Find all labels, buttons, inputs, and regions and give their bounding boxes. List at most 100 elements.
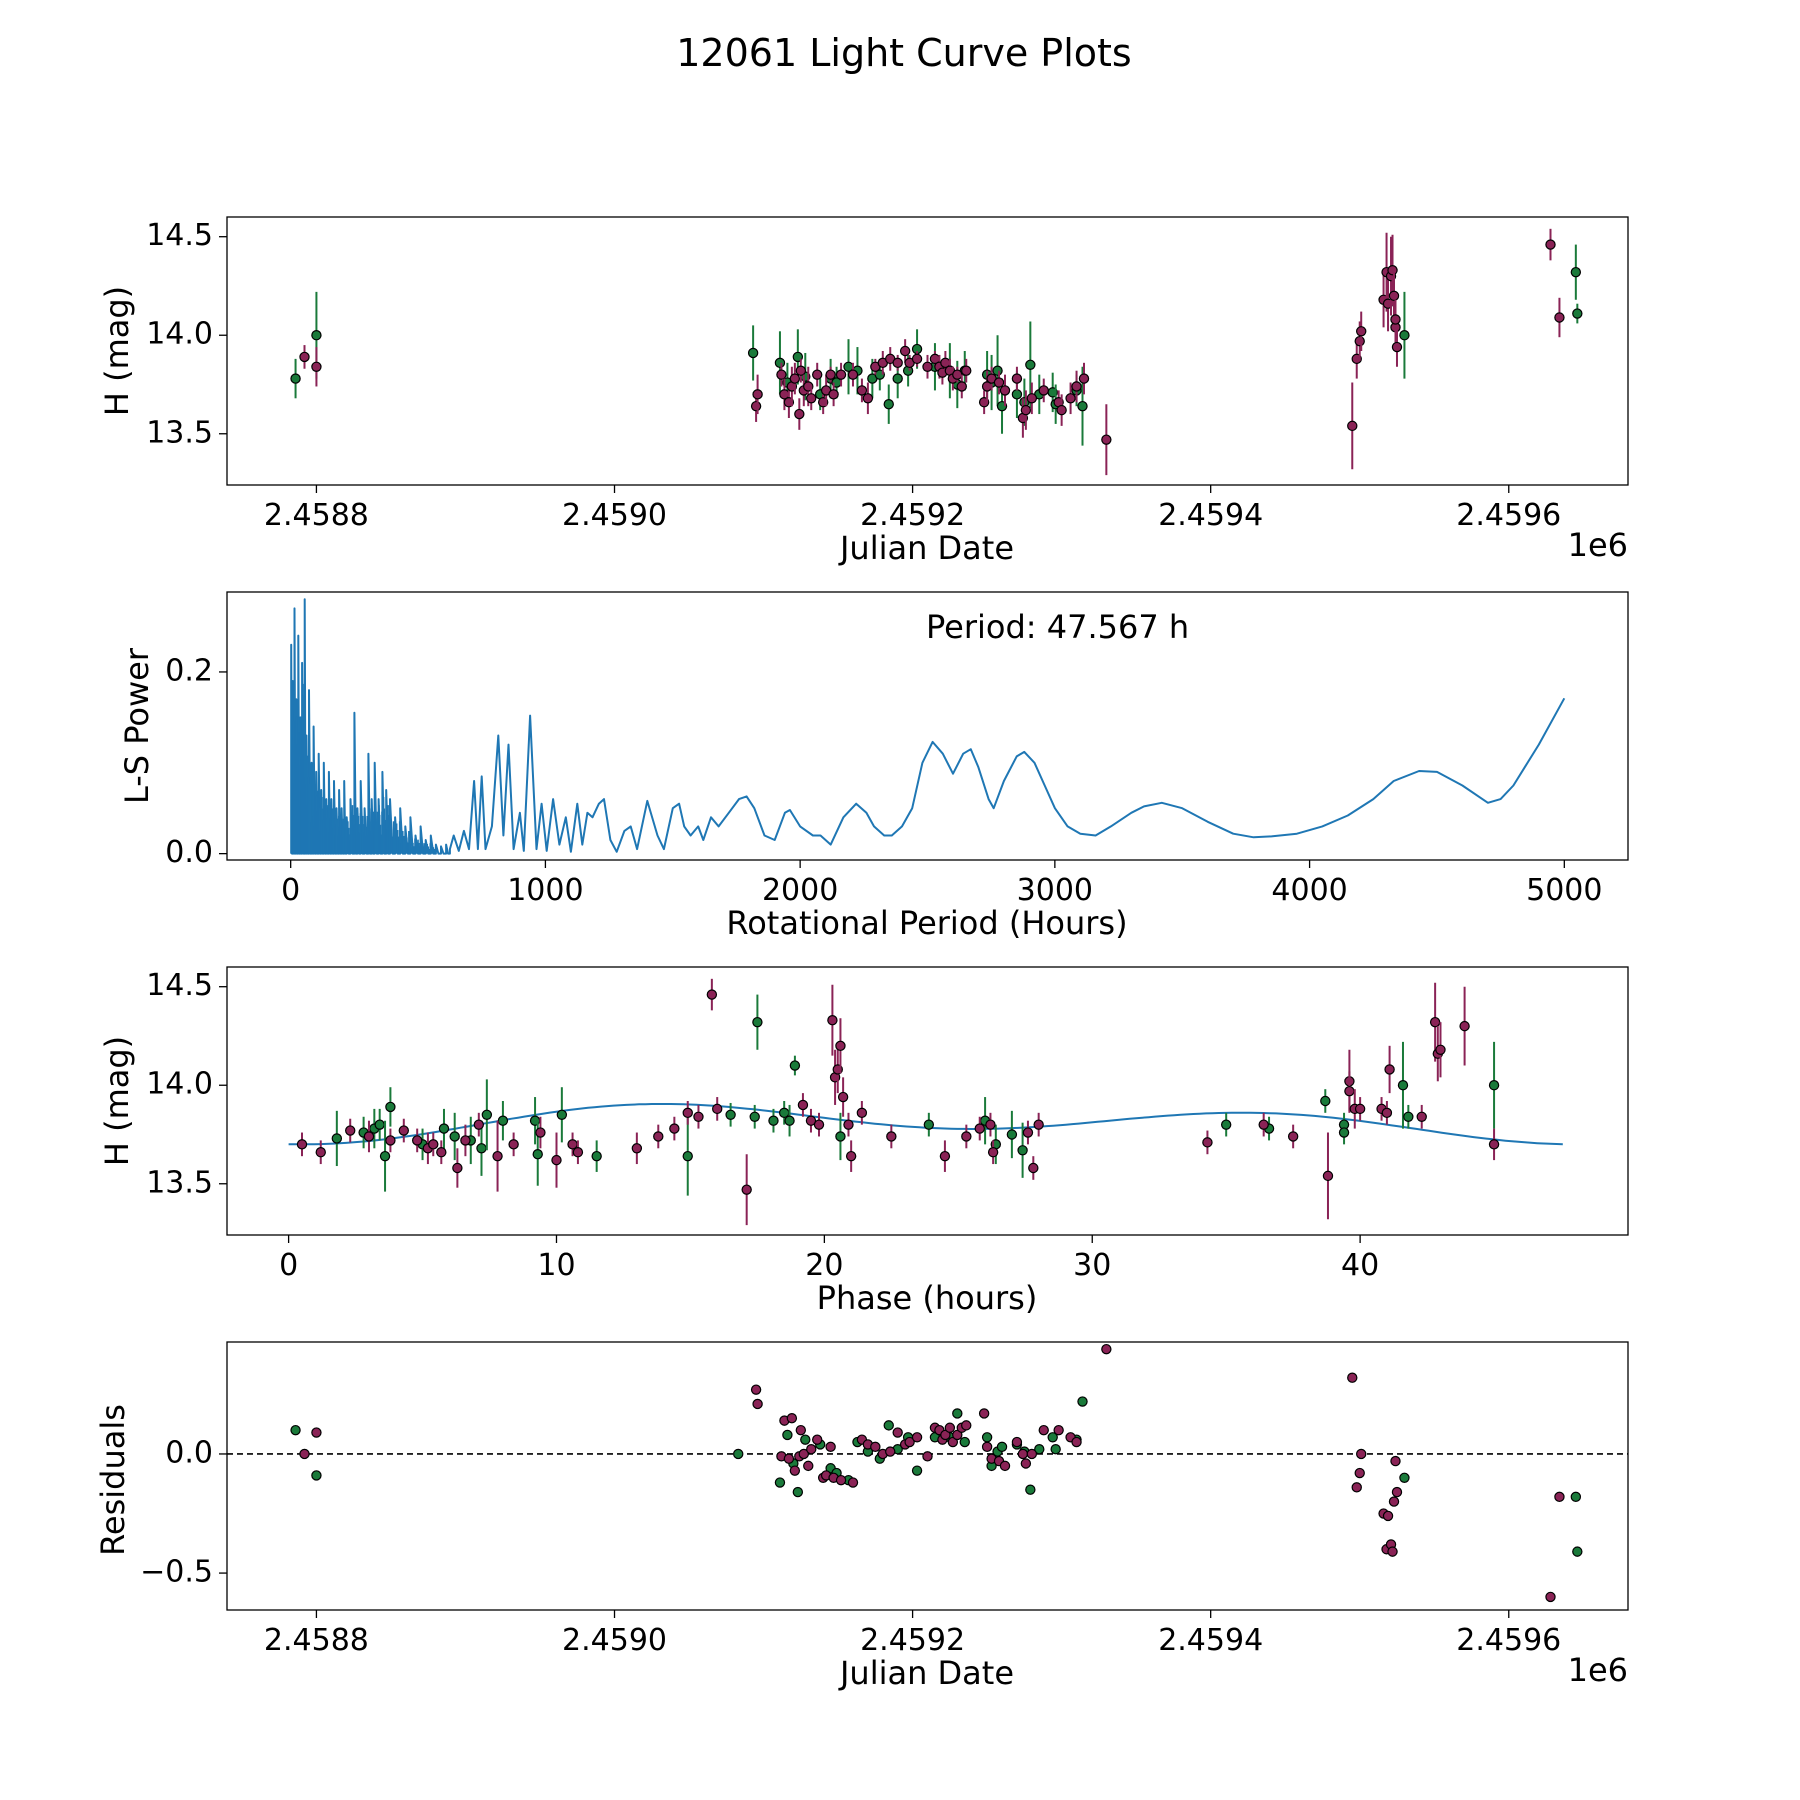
data-point xyxy=(438,1123,450,1134)
data-point xyxy=(1391,341,1403,353)
data-point xyxy=(1390,314,1401,325)
data-point xyxy=(974,1123,985,1134)
data-point xyxy=(1011,1436,1023,1448)
data-point xyxy=(1101,434,1112,445)
data-point xyxy=(856,1107,868,1119)
data-point xyxy=(385,1101,396,1113)
data-point xyxy=(952,369,963,380)
data-point xyxy=(1554,312,1565,323)
data-point xyxy=(1338,1127,1350,1138)
data-point xyxy=(1202,1137,1213,1148)
data-point xyxy=(1050,1443,1061,1455)
data-point xyxy=(1025,359,1036,370)
x-tick-label: 2.4596 xyxy=(1456,1623,1561,1658)
data-point xyxy=(1390,1455,1401,1467)
light-curve-frame xyxy=(226,216,1629,486)
data-point xyxy=(812,1434,823,1445)
y-tick-label: 13.5 xyxy=(146,1165,213,1200)
data-point xyxy=(812,369,823,380)
data-point xyxy=(752,1398,763,1410)
data-point xyxy=(911,353,923,365)
x-tick-label: 5000 xyxy=(1526,873,1602,908)
data-point xyxy=(1387,265,1398,276)
data-point xyxy=(1347,1372,1358,1383)
data-point xyxy=(892,1427,903,1438)
data-point xyxy=(1065,393,1076,404)
data-point xyxy=(944,1422,956,1433)
data-point xyxy=(311,1470,322,1481)
data-point xyxy=(795,365,807,376)
data-point xyxy=(993,377,1005,388)
data-point xyxy=(795,1424,807,1436)
data-point xyxy=(1388,290,1400,302)
data-point xyxy=(862,393,874,404)
periodogram-dense-region xyxy=(290,683,437,854)
data-point xyxy=(789,373,801,384)
data-point xyxy=(290,373,301,384)
data-point xyxy=(492,1150,503,1162)
data-point xyxy=(825,1441,836,1453)
residuals-frame xyxy=(226,1341,1629,1611)
data-point xyxy=(398,1125,409,1136)
periodogram-annotation: Period: 47.567 h xyxy=(926,608,1189,646)
data-point xyxy=(299,351,310,363)
data-point xyxy=(631,1143,643,1154)
data-point xyxy=(1322,1170,1334,1182)
x-tick-label: 2.4588 xyxy=(264,498,369,533)
y-tick-label: 13.5 xyxy=(146,415,213,450)
data-point xyxy=(1570,266,1582,278)
data-point xyxy=(837,1091,849,1103)
x-tick-label: 40 xyxy=(1341,1248,1379,1283)
data-point xyxy=(706,989,718,1000)
data-point xyxy=(1344,1085,1355,1097)
data-point xyxy=(1387,1546,1398,1557)
x-tick-label: 30 xyxy=(1073,1248,1111,1283)
data-point xyxy=(1354,335,1365,347)
x-tick-label: 2.4594 xyxy=(1158,1623,1263,1658)
x-tick-label: 2000 xyxy=(762,873,838,908)
data-point xyxy=(1354,1103,1366,1115)
data-point xyxy=(460,1135,471,1146)
data-point xyxy=(798,1448,809,1460)
data-point xyxy=(1356,326,1367,337)
data-point xyxy=(806,393,817,404)
data-point xyxy=(1071,381,1082,392)
data-point xyxy=(752,1016,763,1028)
x-tick-label: 3000 xyxy=(1017,873,1093,908)
data-point xyxy=(885,1446,896,1457)
data-point xyxy=(299,1448,310,1460)
data-point xyxy=(436,1147,447,1158)
data-point xyxy=(428,1139,439,1150)
data-point xyxy=(363,1131,375,1142)
data-point xyxy=(747,347,759,359)
data-point xyxy=(797,1099,809,1111)
data-point xyxy=(959,1436,970,1448)
y-tick-label: 0.0 xyxy=(165,1435,213,1470)
data-point xyxy=(1071,1436,1082,1448)
data-point xyxy=(978,1408,990,1419)
data-point xyxy=(782,1429,793,1441)
x-tick-label: 2.4594 xyxy=(1158,498,1263,533)
data-point xyxy=(835,1474,847,1486)
x-tick-label: 4000 xyxy=(1271,873,1347,908)
residuals-ylabel: Residuals xyxy=(94,1404,132,1556)
data-point xyxy=(805,1115,817,1126)
data-point xyxy=(985,1119,996,1130)
data-point xyxy=(385,1135,396,1146)
data-point xyxy=(1570,1491,1582,1503)
data-point xyxy=(449,1131,460,1142)
data-point xyxy=(1545,239,1556,250)
data-point xyxy=(847,369,859,380)
data-point xyxy=(1572,308,1583,319)
phase-xlabel: Phase (hours) xyxy=(817,1279,1038,1317)
data-point xyxy=(961,365,972,376)
data-point xyxy=(1025,1484,1036,1495)
data-point xyxy=(1382,1510,1394,1522)
data-point xyxy=(379,1150,391,1162)
data-point xyxy=(1047,1432,1058,1443)
data-point xyxy=(1545,1591,1556,1603)
data-point xyxy=(1397,1080,1409,1091)
data-point xyxy=(911,1465,923,1476)
data-point xyxy=(572,1147,584,1158)
data-point xyxy=(1351,1482,1362,1493)
